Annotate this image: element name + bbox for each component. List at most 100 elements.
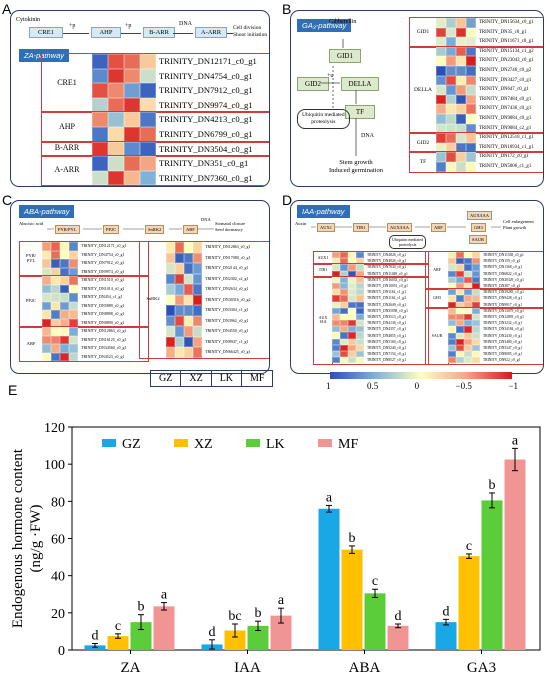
heatmap-cell <box>193 284 202 295</box>
gene-id: TRINITY_DN7360_c0_g1 <box>159 172 253 183</box>
gene-id: TRINITY_DN11049_c0_g1 <box>367 271 408 276</box>
heatmap-cell <box>42 301 51 310</box>
heatmap-cell <box>464 326 472 333</box>
heatmap-cell <box>348 276 356 283</box>
gene-id: TRINITY_DN17080_c0_g1 <box>205 254 251 260</box>
heatmap-cell <box>332 289 340 296</box>
gibberellin-label: Gibberellin <box>329 19 357 25</box>
heatmap-cell <box>448 295 456 302</box>
heatmap-cell <box>340 344 348 352</box>
heatmap-cell <box>340 282 348 290</box>
gene-id: TRINITY_DN35058_c0_g1 <box>367 308 408 313</box>
heatmap-cell <box>166 242 175 253</box>
pathway-tag: ABA-pathway <box>19 205 75 218</box>
heatmap-cell <box>166 305 175 316</box>
heatmap-cell <box>124 141 140 157</box>
sample-gz: GZ <box>151 371 182 386</box>
heatmap-cell <box>356 264 364 271</box>
panel-label-d: D <box>282 192 293 208</box>
gene-id: TRINITY_DN4826_c0_g1 <box>367 253 407 257</box>
gene-id: TRINITY_DN5006_c1_g1 <box>479 163 532 169</box>
gene-id: TRINITY_DN3480_c0_g1 <box>483 339 523 344</box>
group-label: DELLA <box>410 46 437 134</box>
heatmap-cell <box>448 326 456 333</box>
heatmap <box>332 264 364 277</box>
heatmap-cell <box>448 264 456 271</box>
significance-letter: c <box>372 574 378 589</box>
heatmap-cell <box>175 315 184 326</box>
heatmap-cell <box>51 310 60 319</box>
heatmap-cell <box>456 85 466 95</box>
gene-id: TRINITY_DN159_c0_g1 <box>483 259 521 264</box>
gene-group: A-ARR TRINITY_DN351_c0_g1 TRINITY_DN7360_c… <box>41 155 269 186</box>
heatmap-cell <box>184 347 193 358</box>
gene-id: TRINITY_DN8947_c1_g1 <box>205 338 249 344</box>
panel-label-a: A <box>2 1 12 17</box>
heatmap-cell <box>51 344 60 353</box>
heatmap-cell <box>42 242 51 251</box>
heatmap-cell <box>348 351 356 358</box>
bar <box>224 630 246 650</box>
heatmap <box>448 252 480 290</box>
gene-id: TRINITY_DN13079_c0_g1 <box>483 308 524 313</box>
heatmap-cell <box>446 65 456 76</box>
significance-letter: b <box>349 531 356 546</box>
dna-label: DNA <box>201 217 211 222</box>
pyr-node: PYR/PYL <box>55 225 80 234</box>
heatmap-cell <box>448 332 456 339</box>
x-tick-label: ABA <box>349 660 381 673</box>
gene-id: TRINITY_DN922_c0_g1 <box>483 358 521 363</box>
cre1-node: CRE1 <box>29 27 63 38</box>
heatmap-cell <box>436 161 446 172</box>
gene-group: ABF TRINITY_DN12863_c0_g1 TRINITY_DN16125_… <box>19 326 149 362</box>
heatmap-cell <box>356 351 364 358</box>
gene-id: TRINITY_DN2634_c0_g1 <box>205 286 249 291</box>
heatmap <box>448 307 480 364</box>
gene-id: TRINITY_DN6799_c0_g1 <box>159 128 253 139</box>
colorbar-tick: 0 <box>414 381 420 391</box>
dna-label: DNA <box>179 21 192 27</box>
heatmap-cell <box>456 320 464 327</box>
group-label: B-ARR <box>42 141 93 157</box>
gene-id: TRINITY_DN10051_c0_g1 <box>367 283 408 288</box>
gene-id: TRINITY_DN8890_c0_g1 <box>81 319 125 325</box>
heatmap-cell <box>456 104 466 114</box>
heatmap-cell <box>436 113 446 124</box>
heatmap-cell <box>184 336 193 347</box>
heatmap-cell <box>356 320 364 327</box>
gene-id: TRINITY_DN4523_c0_g1 <box>81 353 125 359</box>
heatmap-cell <box>340 357 348 364</box>
gene-group: AHP TRINITY_DN4213_c0_g1 TRINITY_DN6799_c0… <box>41 111 269 143</box>
panel-d: IAA-pathway Auxin AUX1 TIR1 AUX/IAA ARF … <box>290 200 544 374</box>
heatmap-cell <box>175 284 184 295</box>
pathway-arrows <box>311 226 501 228</box>
gene-id: TRINITY_DN12171_c0_g1 <box>81 243 127 248</box>
significance-letter: a <box>326 490 333 505</box>
heatmap-cell <box>166 273 175 284</box>
heatmap-cell <box>446 113 456 124</box>
heatmap-cell <box>332 307 340 314</box>
heatmap <box>166 242 202 358</box>
heatmap-cell <box>448 270 456 277</box>
heatmap-cell <box>464 351 472 358</box>
heatmap-cell <box>166 315 175 326</box>
bar <box>387 625 409 650</box>
heatmap-cell <box>464 276 472 283</box>
abf-node: ABF <box>183 225 198 234</box>
significance-letter: d <box>92 628 99 643</box>
heatmap-cell <box>166 263 175 274</box>
gene-id: TRINITY_DN1368_c0_g1 <box>483 265 523 270</box>
heatmap-cell <box>436 46 446 57</box>
heatmap-cell <box>348 338 356 345</box>
heatmap-cell <box>193 242 202 253</box>
heatmap-cell <box>60 293 69 302</box>
bar <box>504 459 526 650</box>
heatmap-cell <box>466 152 476 162</box>
heatmap-cell <box>193 263 202 274</box>
heatmap-cell <box>166 294 175 305</box>
heatmap-cell <box>456 270 464 277</box>
legend-label: LK <box>266 437 285 452</box>
gene-id: TRINITY_DN20329_c0_g1 <box>483 277 524 282</box>
heatmap-cell <box>356 357 364 364</box>
heatmap-cell <box>184 294 193 305</box>
